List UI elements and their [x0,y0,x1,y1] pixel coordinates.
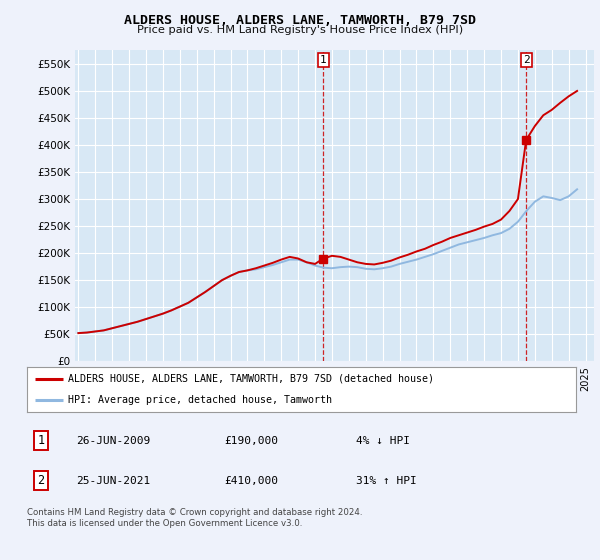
Text: 4% ↓ HPI: 4% ↓ HPI [356,436,410,446]
Text: 2: 2 [523,55,530,65]
Text: Price paid vs. HM Land Registry's House Price Index (HPI): Price paid vs. HM Land Registry's House … [137,25,463,35]
Text: 2: 2 [37,474,44,487]
Text: £190,000: £190,000 [224,436,278,446]
Text: HPI: Average price, detached house, Tamworth: HPI: Average price, detached house, Tamw… [68,394,332,404]
Text: 26-JUN-2009: 26-JUN-2009 [76,436,151,446]
Text: ALDERS HOUSE, ALDERS LANE, TAMWORTH, B79 7SD (detached house): ALDERS HOUSE, ALDERS LANE, TAMWORTH, B79… [68,374,434,384]
Text: 25-JUN-2021: 25-JUN-2021 [76,475,151,486]
Text: 31% ↑ HPI: 31% ↑ HPI [356,475,417,486]
Text: 1: 1 [320,55,327,65]
Text: ALDERS HOUSE, ALDERS LANE, TAMWORTH, B79 7SD: ALDERS HOUSE, ALDERS LANE, TAMWORTH, B79… [124,14,476,27]
Text: Contains HM Land Registry data © Crown copyright and database right 2024.
This d: Contains HM Land Registry data © Crown c… [27,508,362,528]
Text: 1: 1 [37,434,44,447]
Text: £410,000: £410,000 [224,475,278,486]
